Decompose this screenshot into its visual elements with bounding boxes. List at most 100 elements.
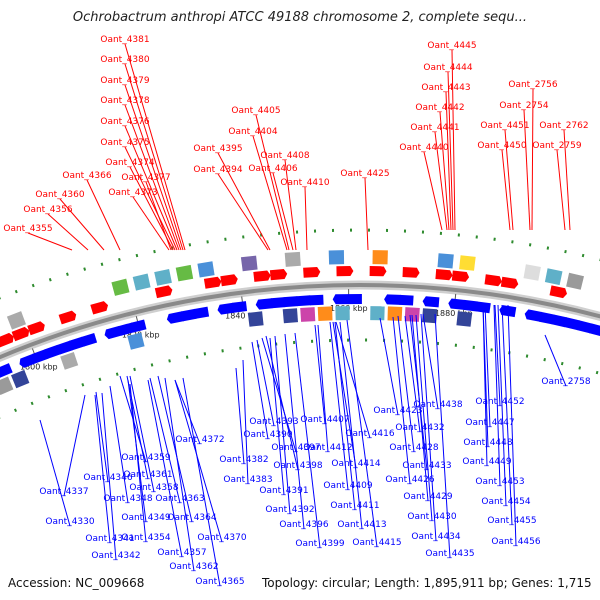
- label-leader: [531, 88, 534, 231]
- annotated-gene-box: [197, 261, 215, 278]
- label-leader: [217, 152, 271, 251]
- label-leader: [494, 304, 501, 407]
- label-leader: [523, 109, 531, 231]
- forward-gene: [500, 276, 519, 289]
- gene-label-forward: Oant_2762: [539, 121, 588, 131]
- label-leader: [256, 339, 275, 427]
- gene-label-reverse: Oant_4414: [331, 459, 381, 469]
- label-leader: [274, 335, 291, 515]
- label-leader: [124, 43, 186, 251]
- gene-label-reverse: Oant_4382: [219, 455, 268, 465]
- reverse-gene: [129, 319, 147, 333]
- gene-label-forward: Oant_4375: [100, 138, 149, 148]
- gene-label-reverse: Oant_4453: [475, 477, 524, 487]
- gene-label-reverse: Oant_4430: [407, 512, 457, 522]
- gene-label-reverse: Oant_4372: [175, 435, 224, 445]
- label-leader: [124, 104, 180, 251]
- label-leader: [556, 149, 566, 231]
- gene-label-reverse: Oant_4447: [465, 418, 514, 428]
- gene-label-forward: Oant_4442: [415, 103, 464, 113]
- annotated-gene-box: [247, 311, 264, 327]
- gene-label-forward: Oant_4451: [480, 121, 529, 131]
- reverse-gene: [307, 294, 324, 306]
- label-leader: [149, 377, 181, 504]
- label-leader: [182, 377, 221, 587]
- reverse-gene: [332, 294, 350, 305]
- label-leader: [294, 332, 321, 549]
- reverse-gene: [0, 363, 13, 378]
- gene-label-forward: Oant_4425: [340, 169, 389, 179]
- label-leader: [447, 71, 454, 231]
- gene-label-reverse: Oant_4454: [481, 497, 531, 507]
- annotated-gene-box: [282, 308, 298, 324]
- gene-label-reverse: Oant_4413: [337, 520, 386, 530]
- gene-label-forward: Oant_4377: [121, 173, 170, 183]
- gene-label-forward: Oant_4356: [23, 205, 73, 215]
- gene-label-reverse: Oant_4365: [195, 577, 244, 587]
- annotated-gene-box: [459, 255, 476, 271]
- label-leader: [423, 151, 443, 231]
- label-leader: [563, 129, 571, 231]
- label-leader: [493, 304, 501, 487]
- reverse-gene: [473, 301, 491, 314]
- gene-label-reverse: Oant_4363: [155, 494, 204, 504]
- reverse-gene: [230, 301, 248, 313]
- label-leader: [504, 129, 514, 231]
- label-leader: [27, 232, 73, 251]
- gene-label-forward: Oant_4408: [260, 151, 310, 161]
- label-leader: [501, 149, 511, 231]
- label-leader: [95, 391, 109, 483]
- reverse-gene: [179, 308, 197, 322]
- gene-label-forward: Oant_4379: [100, 76, 150, 86]
- annotated-gene-box: [0, 376, 14, 395]
- annotated-gene-box: [6, 311, 27, 330]
- annotated-gene-box: [566, 272, 584, 290]
- reverse-gene: [575, 320, 593, 334]
- gene-label-reverse: Oant_4409: [323, 481, 373, 491]
- reverse-gene: [217, 302, 235, 315]
- label-leader: [507, 304, 517, 547]
- annotated-gene-box: [437, 253, 454, 269]
- annotated-gene-box: [372, 250, 388, 265]
- gene-label-reverse: Oant_4412: [303, 443, 352, 453]
- reverse-gene: [255, 298, 273, 310]
- gene-label-forward: Oant_4394: [193, 165, 243, 175]
- label-leader: [217, 173, 269, 251]
- gene-label-reverse: Oant_4383: [223, 475, 272, 485]
- gene-label-forward: Oant_4441: [410, 123, 459, 133]
- annotated-gene-box: [422, 308, 438, 324]
- label-leader: [364, 177, 369, 251]
- annotated-gene-box: [456, 311, 473, 327]
- scale-label: 1840 kbp: [225, 311, 263, 320]
- gene-label-forward: Oant_4355: [3, 224, 52, 234]
- forward-gene: [549, 285, 567, 299]
- gene-label-forward: Oant_4378: [100, 96, 150, 106]
- annotated-gene-box: [154, 269, 172, 286]
- gene-label-reverse: Oant_4438: [413, 400, 463, 410]
- annotated-gene-box: [544, 268, 563, 286]
- gene-label-reverse: Oant_4435: [425, 549, 474, 559]
- label-leader: [129, 383, 147, 543]
- annotated-gene-box: [317, 306, 333, 321]
- label-leader: [434, 313, 451, 559]
- label-leader: [484, 304, 491, 428]
- gene-label-reverse: Oant_4391: [259, 486, 308, 496]
- label-leader: [63, 394, 86, 497]
- gene-label-reverse: Oant_4448: [463, 438, 513, 448]
- gene-label-reverse: Oant_4396: [279, 520, 329, 530]
- label-leader: [422, 313, 439, 410]
- annotated-gene-box: [523, 264, 541, 281]
- label-leader: [124, 84, 182, 251]
- annotated-gene-box: [132, 273, 151, 291]
- gene-label-reverse: Oant_4415: [352, 538, 401, 548]
- gene-label-reverse: Oant_4349: [121, 513, 171, 523]
- reverse-gene: [345, 294, 362, 305]
- gene-label-reverse: Oant_4358: [129, 483, 179, 493]
- annotated-gene-box: [111, 278, 130, 296]
- gene-label-forward: Oant_4381: [100, 35, 149, 45]
- label-leader: [59, 198, 105, 251]
- label-leader: [501, 304, 513, 526]
- map-title: Ochrobactrum anthropi ATCC 49188 chromos…: [72, 10, 528, 25]
- forward-gene: [0, 332, 14, 348]
